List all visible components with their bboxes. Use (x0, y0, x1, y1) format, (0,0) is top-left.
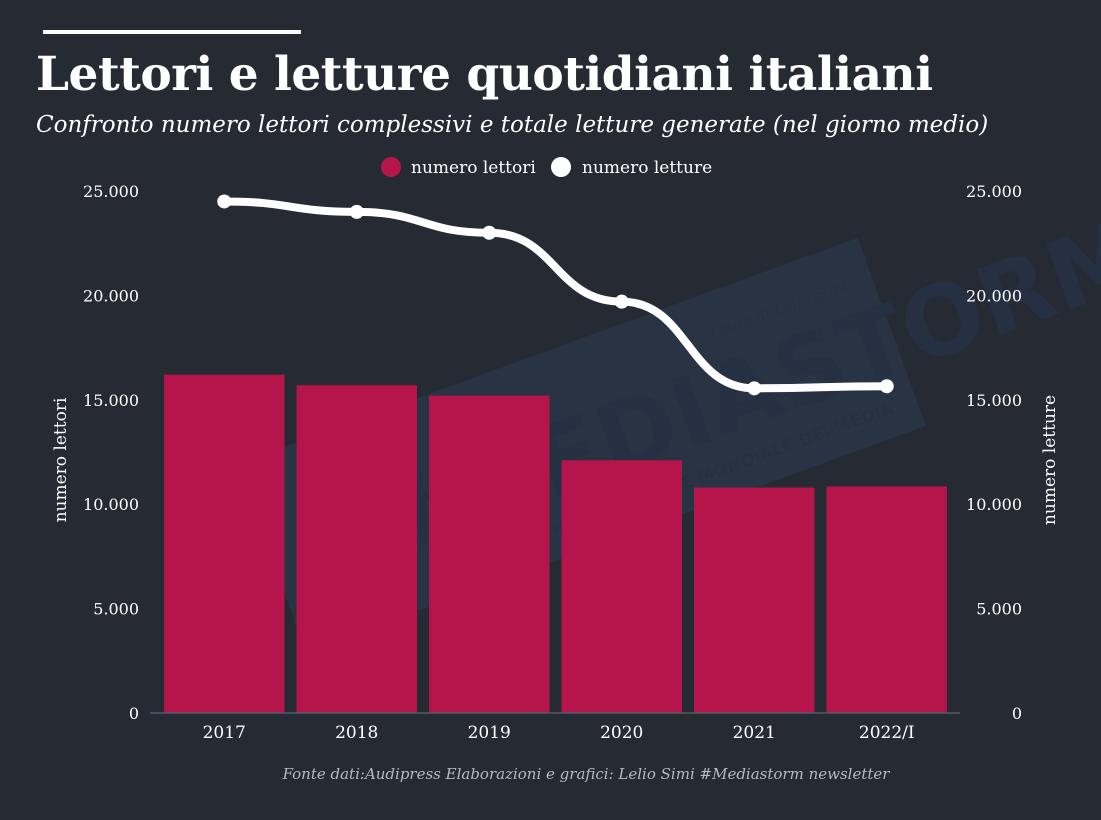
legend-swatch-letture (551, 157, 571, 177)
x-tick-label: 2020 (600, 723, 643, 743)
bar-2021 (694, 487, 815, 713)
legend-label-lettori: numero lettori (411, 158, 536, 178)
y-tick-label: 10.000 (83, 495, 139, 514)
x-tick-label: 2021 (733, 723, 776, 743)
x-tick-label: 2017 (203, 723, 246, 743)
y2-tick-label: 0 (1012, 704, 1022, 723)
bar-2020 (561, 460, 682, 713)
bar-2022-I (826, 486, 947, 713)
legend-label-letture: numero letture (582, 158, 712, 178)
y2-tick-label: 15.000 (966, 391, 1022, 410)
bar-2017 (164, 374, 285, 713)
point-2017 (217, 194, 232, 209)
x-tick-label: 2022/I (859, 723, 915, 743)
legend-swatch-lettori (381, 157, 401, 177)
point-2020 (614, 294, 629, 309)
source-note: Fonte dati:Audipress Elaborazioni e graf… (282, 765, 890, 783)
x-tick-label: 2019 (468, 723, 511, 743)
y2-tick-label: 20.000 (966, 286, 1022, 305)
legend: numero lettori numero letture (381, 157, 712, 178)
y-axis-right: 0 5.000 10.000 15.000 20.000 25.000 (966, 182, 1022, 723)
chart-subtitle: Confronto numero lettori complessivi e t… (36, 112, 989, 138)
y-tick-label: 5.000 (93, 600, 139, 619)
point-2018 (349, 204, 364, 219)
title-accent-rule (43, 30, 301, 34)
y-axis-left: 0 5.000 10.000 15.000 20.000 25.000 (83, 182, 139, 723)
y-tick-label: 0 (129, 704, 139, 723)
y-axis-title: numero lettori (51, 397, 71, 522)
y2-axis-title: numero letture (1040, 395, 1060, 525)
x-tick-label: 2018 (335, 723, 378, 743)
y-tick-label: 20.000 (83, 286, 139, 305)
y2-tick-label: 10.000 (966, 495, 1022, 514)
y2-tick-label: 5.000 (976, 600, 1022, 619)
bar-2019 (429, 395, 550, 713)
point-2021 (747, 381, 762, 396)
y2-tick-label: 25.000 (966, 182, 1022, 201)
line-series (217, 194, 894, 396)
bar-2018 (296, 385, 417, 713)
point-2019 (482, 225, 497, 240)
y-tick-label: 25.000 (83, 182, 139, 201)
bar-series (164, 374, 947, 713)
chart-title: Lettori e letture quotidiani italiani (36, 47, 933, 102)
point-2022-I (879, 379, 894, 394)
x-axis: 2017 2018 2019 2020 2021 2022/I (203, 723, 915, 743)
y-tick-label: 15.000 (83, 391, 139, 410)
